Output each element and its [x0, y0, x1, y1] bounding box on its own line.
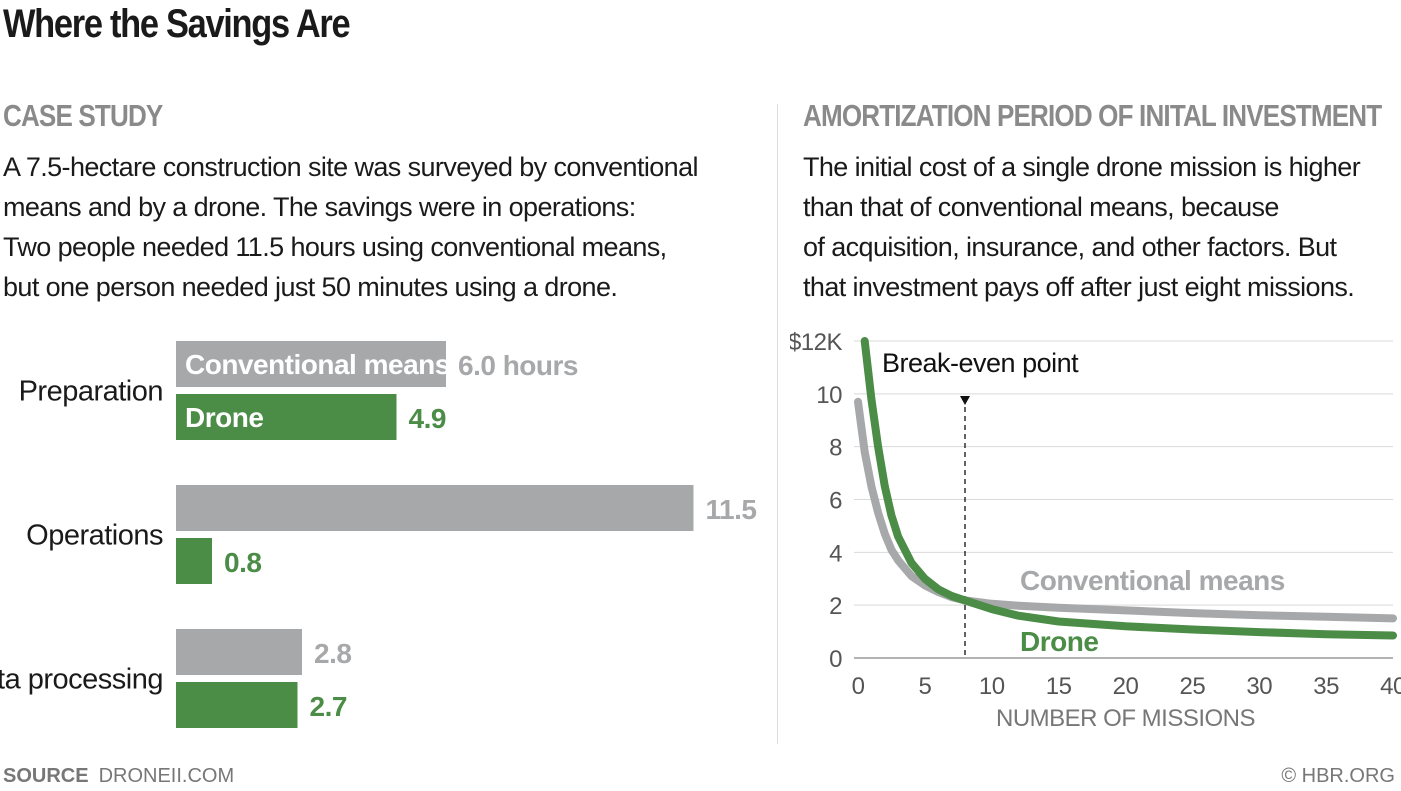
- case-study-line: means and by a drone. The savings were i…: [3, 192, 636, 222]
- x-tick-label: 35: [1313, 673, 1339, 700]
- source-value: DRONEII.COM: [98, 765, 235, 787]
- conventional-bar: [176, 341, 446, 387]
- category-label: Data processing: [0, 664, 163, 696]
- y-tick-label: 6: [829, 488, 842, 515]
- amortization-line: The initial cost of a single drone missi…: [803, 152, 1361, 182]
- y-tick-label: 0: [829, 646, 842, 673]
- conventional-bar: [176, 485, 694, 531]
- amortization-line: than that of conventional means, because: [803, 192, 1279, 222]
- x-tick-label: 15: [1046, 673, 1072, 700]
- case-study-line: Two people needed 11.5 hours using conve…: [3, 232, 667, 262]
- conventional-series-label: Conventional means: [1020, 565, 1285, 596]
- x-tick-label: 25: [1180, 673, 1206, 700]
- x-tick-label: 5: [918, 673, 931, 700]
- y-tick-label: 4: [829, 540, 842, 567]
- case-study-line: A 7.5-hectare construction site was surv…: [3, 152, 699, 182]
- time-comparison-bar-chart: Preparation Conventional means 6.0 hours Dr…: [0, 341, 757, 728]
- drone-bar: [176, 682, 298, 728]
- y-tick-label: 8: [829, 435, 842, 462]
- drone-series-label: Drone: [1020, 626, 1098, 657]
- amortization-line: that investment pays off after just eigh…: [803, 272, 1355, 302]
- case-study-heading: CASE STUDY: [3, 98, 163, 133]
- series-label-in-bar: Drone: [185, 402, 263, 433]
- x-tick-label: 30: [1246, 673, 1272, 700]
- category-label: Preparation: [19, 376, 163, 408]
- category-label: Operations: [26, 520, 163, 552]
- x-axis-title: NUMBER OF MISSIONS: [996, 705, 1255, 732]
- y-tick-label: 10: [816, 382, 842, 409]
- amortization-line-chart: 0 2 4 6 8 10 $12K 0 5 10 15 20 25 30 35 40 NUMBER OF MIS…: [790, 329, 1401, 732]
- amortization-text: The initial cost of a single drone missi…: [803, 147, 1361, 307]
- drone-bar: [176, 538, 212, 584]
- drone-curve: [860, 337, 1397, 640]
- break-even-arrow: [960, 396, 970, 405]
- case-study-text: A 7.5-hectare construction site was surv…: [3, 147, 699, 307]
- source-label: SOURCE: [3, 765, 89, 787]
- bar-value-label: 0.8: [224, 547, 261, 578]
- page-title: Where the Savings Are: [3, 2, 351, 46]
- conventional-bar: [176, 629, 302, 675]
- bar-value-label: 11.5: [706, 494, 757, 525]
- bar-value-label: 2.7: [310, 691, 347, 722]
- bar-value-label: 4.9: [409, 403, 446, 434]
- x-tick-label: 40: [1380, 673, 1401, 700]
- bar-value-label: 6.0 hours: [458, 350, 578, 381]
- series-label-in-bar: Conventional means: [185, 349, 450, 380]
- y-tick-label: 2: [829, 593, 842, 620]
- amortization-heading: AMORTIZATION PERIOD OF INITAL INVESTMENT: [803, 98, 1382, 133]
- x-tick-label: 10: [979, 673, 1005, 700]
- copyright-credit: © HBR.ORG: [1281, 765, 1395, 787]
- x-tick-label: 20: [1113, 673, 1139, 700]
- panel-divider: [777, 104, 778, 744]
- drone-bar: [176, 394, 397, 440]
- case-study-line: but one person needed just 50 minutes us…: [3, 272, 618, 302]
- source-note: SOURCE DRONEII.COM: [3, 765, 234, 788]
- amortization-line: of acquisition, insurance, and other fac…: [803, 232, 1337, 262]
- bar-value-label: 2.8: [314, 638, 351, 669]
- x-tick-label: 0: [852, 673, 865, 700]
- y-tick-label: $12K: [790, 329, 842, 356]
- break-even-label: Break-even point: [882, 348, 1079, 378]
